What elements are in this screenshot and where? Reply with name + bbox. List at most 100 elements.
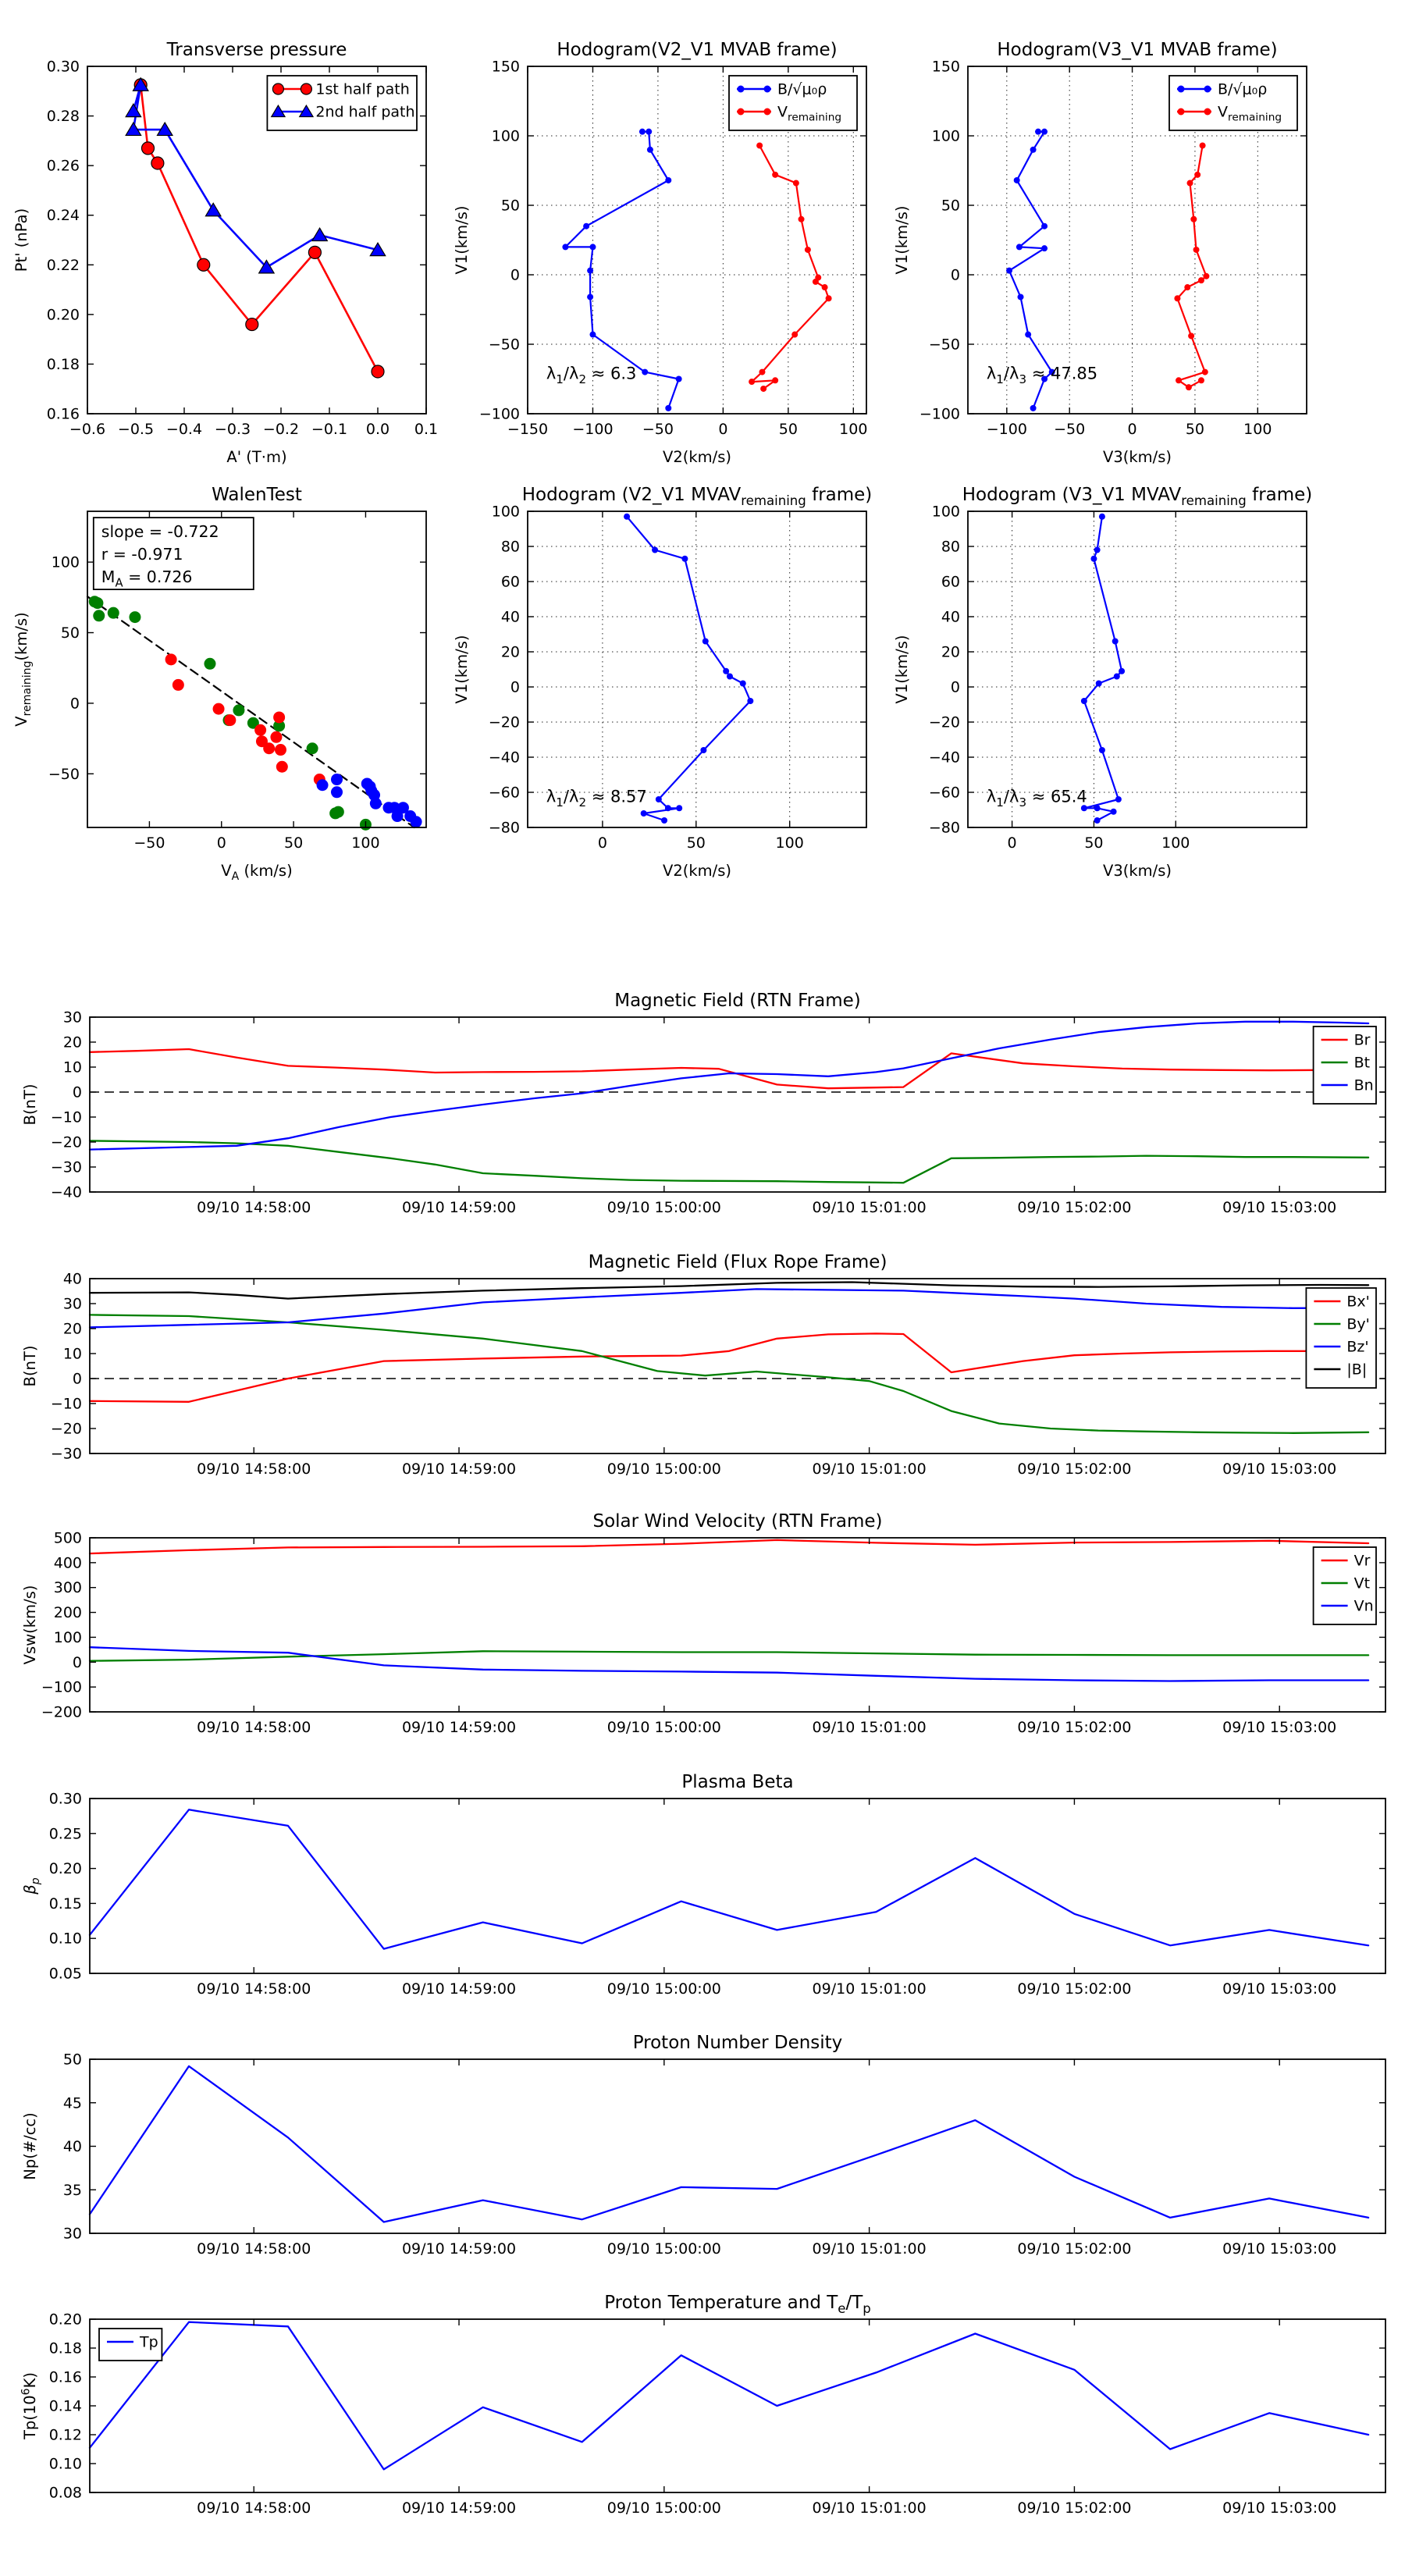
- x-tick-label: 0: [1008, 834, 1017, 852]
- legend-label: B/√μ₀ρ: [1218, 81, 1267, 98]
- y-tick-label: 0.10: [49, 1930, 82, 1948]
- y-tick-label: 10: [63, 1346, 82, 1363]
- legend: 1st half path 2nd half path: [266, 75, 418, 131]
- y-tick-label: 20: [63, 1034, 82, 1051]
- y-tick-label: 0.14: [49, 2398, 82, 2415]
- x-tick-label: 09/10 14:58:00: [197, 2500, 311, 2517]
- y-tick-label: −80: [489, 820, 520, 837]
- annotation: λ1/λ3 ≈ 47.85: [987, 365, 1097, 386]
- chart-title: Plasma Beta: [681, 1772, 793, 1792]
- y-tick-label: 0.16: [49, 2369, 82, 2386]
- x-tick-label: 09/10 15:01:00: [813, 1461, 927, 1478]
- x-tick-label: 09/10 15:00:00: [607, 1199, 721, 1216]
- x-tick-label: 09/10 15:01:00: [813, 1199, 927, 1216]
- y-tick-label: 80: [501, 539, 520, 556]
- y-tick-label: 0: [73, 1654, 82, 1671]
- y-tick-label: 0: [73, 1084, 82, 1101]
- y-tick-label: −40: [489, 749, 520, 767]
- y-tick-label: 0.26: [47, 158, 80, 175]
- x-tick-label: 50: [779, 421, 798, 438]
- y-tick-label: 150: [932, 59, 960, 76]
- x-axis-label: V2(km/s): [663, 862, 731, 880]
- legend-label: Vt: [1354, 1575, 1370, 1592]
- series-br: [88, 1048, 1370, 1090]
- y-tick-label: −20: [489, 714, 520, 731]
- ticks: [528, 511, 866, 828]
- y-tick-label: −20: [51, 1421, 82, 1438]
- hodogram-v2v1-mvav: λ1/λ2 ≈ 8.57 0 50 100 −80 −60 −40 −20 0 20 40 60 80 1…: [453, 485, 872, 880]
- chart-title: Transverse pressure: [166, 40, 347, 60]
- series-v-remaining: [749, 142, 832, 392]
- x-tick-label: 09/10 15:00:00: [607, 1980, 721, 1998]
- chart-title: Hodogram (V2_V1 MVAVremaining frame): [522, 485, 873, 508]
- proton-density: 09/10 14:58:00 09/10 14:59:00 09/10 15:00:…: [21, 2033, 1386, 2258]
- x-tick-label: 100: [839, 421, 867, 438]
- ticks: [90, 1278, 1385, 1454]
- x-tick-label: 100: [776, 834, 804, 852]
- x-tick-label: 09/10 14:59:00: [402, 2240, 516, 2258]
- ticks: [87, 66, 427, 415]
- y-tick-label: 0: [510, 267, 520, 284]
- x-tick-label: 0: [217, 834, 226, 852]
- y-tick-label: 100: [492, 503, 520, 521]
- y-tick-label: 0.25: [49, 1825, 82, 1842]
- series--b-: [88, 1281, 1370, 1300]
- y-tick-label: −200: [41, 1704, 82, 1721]
- y-tick-label: 0: [951, 267, 960, 284]
- axes-frame: [967, 511, 1307, 828]
- legend: Bx' By' Bz' |B|: [1305, 1287, 1377, 1389]
- y-tick-label: 35: [63, 2182, 82, 2199]
- series-fit-line: [86, 596, 415, 829]
- y-axis-label: V1(km/s): [453, 206, 471, 275]
- y-tick-label: 0.24: [47, 207, 80, 224]
- x-tick-label: 09/10 15:02:00: [1017, 1461, 1131, 1478]
- axes-frame: [89, 1016, 1386, 1193]
- y-tick-label: −30: [51, 1159, 82, 1176]
- y-tick-label: 150: [492, 59, 520, 76]
- walen-test: slope = -0.722 r = -0.971 MA = 0.726 −50 0 50…: [12, 485, 427, 883]
- x-tick-label: −100: [987, 421, 1027, 438]
- legend-label: Vr: [1354, 1553, 1371, 1570]
- y-tick-label: −40: [51, 1184, 82, 1201]
- x-tick-label: −50: [1054, 421, 1085, 438]
- y-tick-label: 60: [501, 574, 520, 591]
- series-tp: [88, 2321, 1370, 2471]
- stats-line: MA = 0.726: [101, 568, 193, 589]
- x-tick-label: 50: [687, 834, 706, 852]
- legend-label: Vremaining: [1218, 104, 1282, 124]
- hodogram-v3v1-mvab: λ1/λ3 ≈ 47.85 −100 −50 0 50 100 −100 −50 0 50 100 1…: [893, 40, 1307, 466]
- chart-title: Hodogram (V3_V1 MVAVremaining frame): [962, 485, 1313, 508]
- chart-title: Hodogram(V3_V1 MVAB frame): [997, 40, 1277, 60]
- y-axis-label: V1(km/s): [893, 635, 911, 704]
- series-beta-p: [88, 1809, 1370, 1950]
- x-tick-label: 09/10 14:59:00: [402, 1199, 516, 1216]
- grid: [968, 511, 1307, 827]
- y-tick-label: 0: [510, 679, 520, 696]
- legend: Vr Vt Vn: [1312, 1546, 1377, 1625]
- legend-label: Bn: [1354, 1077, 1374, 1094]
- series-v-remaining: [1174, 142, 1210, 391]
- series-bz-: [88, 1288, 1370, 1329]
- y-tick-label: 45: [63, 2094, 82, 2112]
- axes-frame: [527, 511, 867, 828]
- x-tick-label: −0.6: [69, 421, 105, 438]
- ticks: [90, 1537, 1385, 1713]
- y-tick-label: 100: [932, 128, 960, 145]
- y-axis-label: Pt' (nPa): [12, 208, 30, 272]
- y-tick-label: −60: [929, 785, 960, 802]
- series-vr: [88, 1539, 1370, 1555]
- legend-label: Bx': [1346, 1293, 1370, 1311]
- series-blue-points: [316, 774, 422, 828]
- hodogram-v2v1-mvab: λ1/λ2 ≈ 6.3−150 −100 −50 0 50 100−100−5005010…: [453, 40, 867, 466]
- x-tick-label: 09/10 15:02:00: [1017, 1199, 1131, 1216]
- y-tick-label: 0.16: [47, 406, 80, 423]
- annotation: λ1/λ2 ≈ 8.57: [546, 788, 647, 809]
- x-tick-label: 09/10 15:00:00: [607, 1461, 721, 1478]
- axes-frame: [527, 66, 867, 415]
- y-tick-label: −80: [929, 820, 960, 837]
- stats-box: [92, 517, 254, 590]
- x-tick-label: 09/10 15:02:00: [1017, 2500, 1131, 2517]
- y-tick-label: 0.18: [49, 2340, 82, 2357]
- y-tick-label: 10: [63, 1059, 82, 1076]
- annotation: λ1/λ2 ≈ 6.3: [546, 365, 637, 386]
